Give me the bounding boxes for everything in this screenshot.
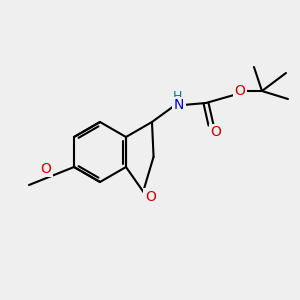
Text: O: O	[145, 190, 156, 204]
Text: H: H	[172, 89, 182, 103]
Text: O: O	[235, 84, 245, 98]
Text: O: O	[211, 125, 221, 139]
Text: N: N	[174, 98, 184, 112]
Text: O: O	[40, 162, 52, 176]
